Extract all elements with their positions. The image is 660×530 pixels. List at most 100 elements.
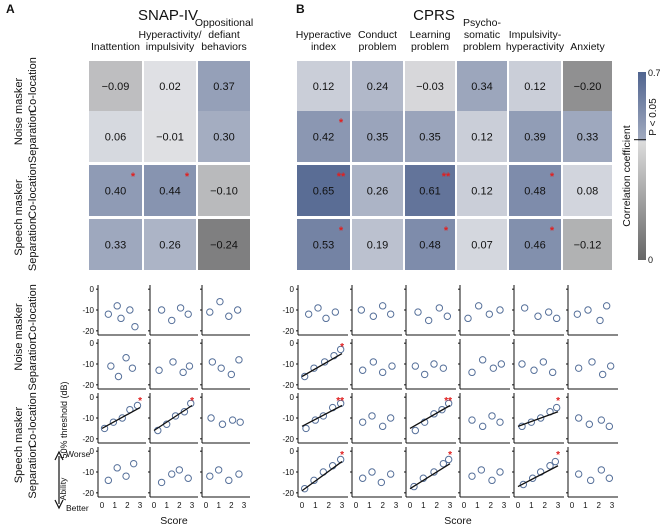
scatter-point-b-3-5-2 (597, 466, 606, 474)
sig-marker-a-2-0: * (131, 171, 136, 183)
heatmap-cell-b-3-4 (509, 219, 561, 270)
cell-value-a-3-1: 0.26 (159, 240, 180, 252)
scatter-point-b-0-5-1 (584, 306, 592, 314)
scatter-point-b-1-2-1 (420, 370, 429, 379)
scatter-point-b-3-2-0 (410, 482, 418, 491)
heatmap-cell-b-3-5 (563, 219, 612, 270)
scatter-xtick-label-b-5-1: 1 (583, 501, 588, 510)
scatter-xtick-label-b-3-0: 0 (462, 501, 467, 510)
scatter-point-b-2-0-2 (319, 412, 328, 420)
scatter-point-b-3-1-3 (386, 470, 395, 478)
scatter-point-b-3-0-0 (300, 484, 309, 493)
scatter-point-b-2-2-0 (411, 426, 420, 435)
scatter-point-b-2-5-1 (585, 420, 594, 428)
cell-value-b-3-3: 0.07 (471, 240, 492, 252)
cell-value-a-3-2: −0.24 (210, 240, 238, 252)
cell-value-b-1-2: 0.35 (419, 132, 440, 144)
scatter-ytick-label-a-2-0: 0 (90, 393, 95, 402)
column-header-b-3-1: somatic (464, 29, 500, 41)
scatter-ytick-label-a-1-0: 0 (90, 339, 95, 348)
scatter-point-b-2-3-3 (496, 418, 504, 426)
heatmap-cell-a-1-1 (144, 111, 196, 162)
column-header-b-0-1: index (311, 41, 337, 53)
cell-value-b-3-5: −0.12 (574, 240, 602, 252)
scatter-xtick-label-a-2-3: 3 (242, 501, 247, 510)
scatter-ytick-label-b-3-0: 0 (290, 447, 295, 456)
scatter-point-b-1-4-0 (518, 360, 526, 368)
heatmap-cell-b-2-2 (405, 165, 455, 216)
cell-value-a-2-1: 0.44 (159, 186, 180, 198)
scatter-point-a-0-1-2 (176, 304, 185, 312)
scatter-point-a-3-0-3 (129, 459, 138, 468)
scatter-point-b-0-3-3 (496, 306, 504, 314)
scatter-sig-b-2-0: ** (336, 396, 344, 407)
scatter-sig-b-3-4: * (556, 450, 560, 461)
heatmap-title-a: SNAP-IV (138, 7, 198, 24)
scatter-point-b-3-2-3 (439, 459, 448, 468)
scatter-point-b-3-3-1 (477, 466, 486, 474)
scatter-xtick-label-a-0-3: 3 (138, 501, 143, 510)
column-header-b-2-0: Learning (410, 29, 451, 41)
column-header-b-0-0: Hyperactive (296, 29, 352, 41)
scatter-point-b-1-1-0 (358, 366, 367, 374)
scatter-sig-a-2-1: * (190, 396, 194, 407)
scatter-ytick-label-a-1-1: -10 (82, 360, 94, 369)
scatter-point-a-1-2-1 (217, 364, 225, 372)
scatter-point-a-0-2-3 (233, 306, 242, 314)
scatter-point-b-1-5-3 (606, 362, 615, 370)
scatter-xtick-label-b-5-0: 0 (570, 501, 575, 510)
ability-arrow-down (54, 499, 64, 510)
cell-value-b-0-0: 0.12 (313, 81, 334, 93)
scatter-xtick-label-b-1-0: 0 (354, 501, 359, 510)
heatmap-cell-b-1-4 (509, 111, 561, 162)
heatmap-cell-b-2-1 (352, 165, 403, 216)
scatter-point-a-3-0-1 (113, 464, 121, 472)
cell-value-b-0-3: 0.34 (471, 81, 492, 93)
cell-value-b-1-3: 0.12 (471, 132, 492, 144)
scatter-ytick-label-b-2-2: -20 (282, 435, 294, 444)
scatter-point-b-1-3-2 (489, 364, 498, 372)
scatter-point-b-2-4-2 (536, 414, 545, 422)
scatter-point-b-2-0-0 (302, 424, 310, 433)
heatmap-cell-b-0-2 (405, 61, 455, 111)
scatter-point-b-0-1-1 (369, 312, 378, 320)
scatter-point-b-0-0-3 (331, 308, 340, 316)
scatter-point-b-1-5-0 (574, 364, 583, 372)
scatter-xtick-label-b-0-1: 1 (313, 501, 318, 510)
scatter-point-b-0-3-2 (485, 310, 494, 318)
heatmap-cell-b-2-3 (457, 165, 507, 216)
scatter-ytick-label-a-3-0: 0 (90, 447, 95, 456)
cell-value-b-0-4: 0.12 (524, 81, 545, 93)
heatmap-cell-b-2-0 (297, 165, 350, 216)
scatter-point-b-3-3-3 (496, 468, 504, 476)
scatter-point-b-0-2-2 (435, 304, 444, 312)
scatter-sig-b-3-2: * (448, 450, 452, 461)
scatter-point-b-0-2-0 (414, 308, 422, 316)
cell-value-b-0-2: −0.03 (416, 81, 444, 93)
panel-letter-b: B (296, 2, 305, 16)
scatter-fit-line-b-3-4 (517, 465, 559, 488)
scatter-sig-a-2-0: * (138, 396, 142, 407)
scatter-point-b-1-0-4 (336, 345, 345, 354)
sig-marker-b-3-2: * (444, 225, 449, 237)
cell-value-b-1-1: 0.35 (367, 132, 388, 144)
scatter-point-b-3-1-1 (368, 468, 376, 476)
scatter-xtick-label-b-4-1: 1 (529, 501, 534, 510)
scatter-point-a-0-2-0 (206, 308, 214, 316)
scatter-xtick-label-b-3-3: 3 (502, 501, 507, 510)
scatter-xtick-label-b-2-2: 2 (434, 501, 439, 510)
column-header-b-5-0: Anxiety (570, 41, 605, 53)
scatter-point-b-0-0-1 (314, 304, 322, 312)
heatmap-cell-b-2-5 (563, 165, 612, 216)
scatter-point-b-0-3-0 (464, 314, 472, 323)
colorbar-tick-min: 0 (648, 255, 653, 265)
scatter-sig-b-1-0: * (340, 342, 344, 353)
scatter-point-b-2-2-2 (430, 410, 438, 418)
scatter-point-b-2-5-0 (574, 414, 583, 422)
heatmap-cell-b-1-0 (297, 111, 350, 162)
scatter-point-b-0-1-0 (357, 306, 366, 314)
scatter-point-b-1-4-3 (548, 368, 557, 377)
ability-mid: Ability (58, 477, 68, 500)
heatmap-cell-a-3-0 (89, 219, 142, 270)
